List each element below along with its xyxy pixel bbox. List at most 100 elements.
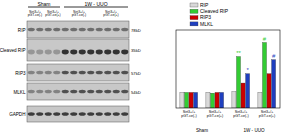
band bbox=[104, 28, 111, 32]
band bbox=[96, 71, 103, 75]
band bbox=[62, 112, 69, 116]
legend-swatch bbox=[190, 16, 198, 20]
bar bbox=[215, 92, 219, 108]
band bbox=[113, 112, 120, 116]
row-label: RIP bbox=[18, 28, 26, 33]
blot-panel bbox=[27, 64, 129, 81]
bar bbox=[220, 92, 224, 108]
band bbox=[62, 50, 69, 55]
legend-label: MLKL bbox=[200, 21, 213, 27]
band bbox=[79, 112, 86, 116]
row-label: RIP3 bbox=[15, 71, 26, 76]
band bbox=[121, 71, 128, 75]
band bbox=[70, 90, 77, 94]
band bbox=[96, 90, 103, 94]
x-tick-label: Sirt3+/+pGT-ce(+) bbox=[207, 110, 223, 118]
band bbox=[28, 28, 35, 32]
band bbox=[28, 112, 35, 116]
band bbox=[28, 50, 35, 55]
bar bbox=[241, 83, 245, 108]
bar bbox=[194, 92, 198, 108]
figure: Sham1W - UUOSirt3+/+pGT-ce(-)Sirt3+/+pGT… bbox=[0, 0, 283, 134]
band bbox=[70, 112, 77, 116]
lane-label: Sirt3+/+pGT-ce(+) bbox=[103, 10, 118, 18]
label-line: pGT-ce(-) bbox=[181, 114, 196, 118]
band bbox=[53, 71, 60, 75]
band bbox=[96, 50, 103, 55]
lane-label: Sirt3+/+pGT-ce(-) bbox=[28, 10, 43, 18]
band bbox=[70, 28, 77, 32]
x-tick-label: Sirt3+/+pGT-ce(+) bbox=[259, 110, 275, 118]
band bbox=[79, 28, 86, 32]
band bbox=[113, 28, 120, 32]
band bbox=[45, 112, 52, 116]
bar bbox=[189, 92, 193, 108]
bars bbox=[180, 42, 276, 108]
label-line: pGT-ce(+) bbox=[207, 114, 223, 118]
legend-label: Cleaved RIP bbox=[200, 8, 229, 14]
mw-label: 35kD bbox=[131, 48, 141, 53]
mw-label: 54kD bbox=[131, 90, 141, 95]
band bbox=[96, 112, 103, 116]
bar bbox=[206, 92, 210, 108]
blot-panel bbox=[27, 39, 129, 61]
group-label: 1W - UUO bbox=[243, 128, 265, 133]
band bbox=[45, 28, 52, 32]
row-label: GAPDH bbox=[9, 112, 25, 117]
band bbox=[79, 50, 86, 55]
band bbox=[53, 112, 60, 116]
band bbox=[36, 112, 43, 116]
band bbox=[121, 28, 128, 32]
group-label: Sham bbox=[37, 1, 50, 7]
band bbox=[53, 28, 60, 32]
band bbox=[36, 50, 43, 55]
band bbox=[121, 112, 128, 116]
bar bbox=[184, 92, 188, 108]
mw-label: 57kD bbox=[131, 71, 141, 76]
band bbox=[121, 90, 128, 94]
blot-panel bbox=[27, 83, 129, 100]
band bbox=[113, 71, 120, 75]
x-tick-label: Sirt3+/+pGT-ce(-) bbox=[181, 110, 196, 118]
band bbox=[104, 90, 111, 94]
band bbox=[62, 71, 69, 75]
band bbox=[104, 112, 111, 116]
bar bbox=[210, 93, 214, 108]
band bbox=[62, 90, 69, 94]
annotation: ** bbox=[236, 50, 241, 56]
legend-swatch bbox=[190, 9, 198, 13]
lane-label: Sirt3+/+pGT-ce(-) bbox=[72, 10, 87, 18]
band bbox=[53, 50, 60, 55]
band bbox=[79, 90, 86, 94]
band bbox=[62, 28, 69, 32]
band bbox=[87, 112, 94, 116]
bar bbox=[258, 92, 262, 108]
band bbox=[45, 71, 52, 75]
band bbox=[96, 28, 103, 32]
band bbox=[36, 28, 43, 32]
band bbox=[45, 90, 52, 94]
annotation: # bbox=[263, 36, 267, 42]
blot-panel bbox=[27, 21, 129, 38]
band bbox=[87, 90, 94, 94]
bar bbox=[232, 92, 236, 108]
group-bar bbox=[64, 7, 128, 8]
band bbox=[28, 90, 35, 94]
group-label: Sham bbox=[196, 128, 208, 133]
band bbox=[113, 50, 120, 55]
band bbox=[70, 71, 77, 75]
band bbox=[87, 28, 94, 32]
bar bbox=[262, 42, 266, 108]
group-label: 1W - UUO bbox=[84, 1, 107, 7]
band bbox=[104, 71, 111, 75]
band bbox=[36, 90, 43, 94]
band bbox=[113, 90, 120, 94]
annotation: # bbox=[272, 53, 276, 59]
legend-swatch bbox=[190, 22, 198, 26]
blot-panel bbox=[27, 106, 129, 122]
label-line: pGT-ce(+) bbox=[259, 114, 275, 118]
band bbox=[36, 71, 43, 75]
label-line: pGT-ce(-) bbox=[72, 13, 87, 17]
lane-label: Sirt3+/+pGT-ce(+) bbox=[45, 10, 60, 18]
band bbox=[28, 71, 35, 75]
